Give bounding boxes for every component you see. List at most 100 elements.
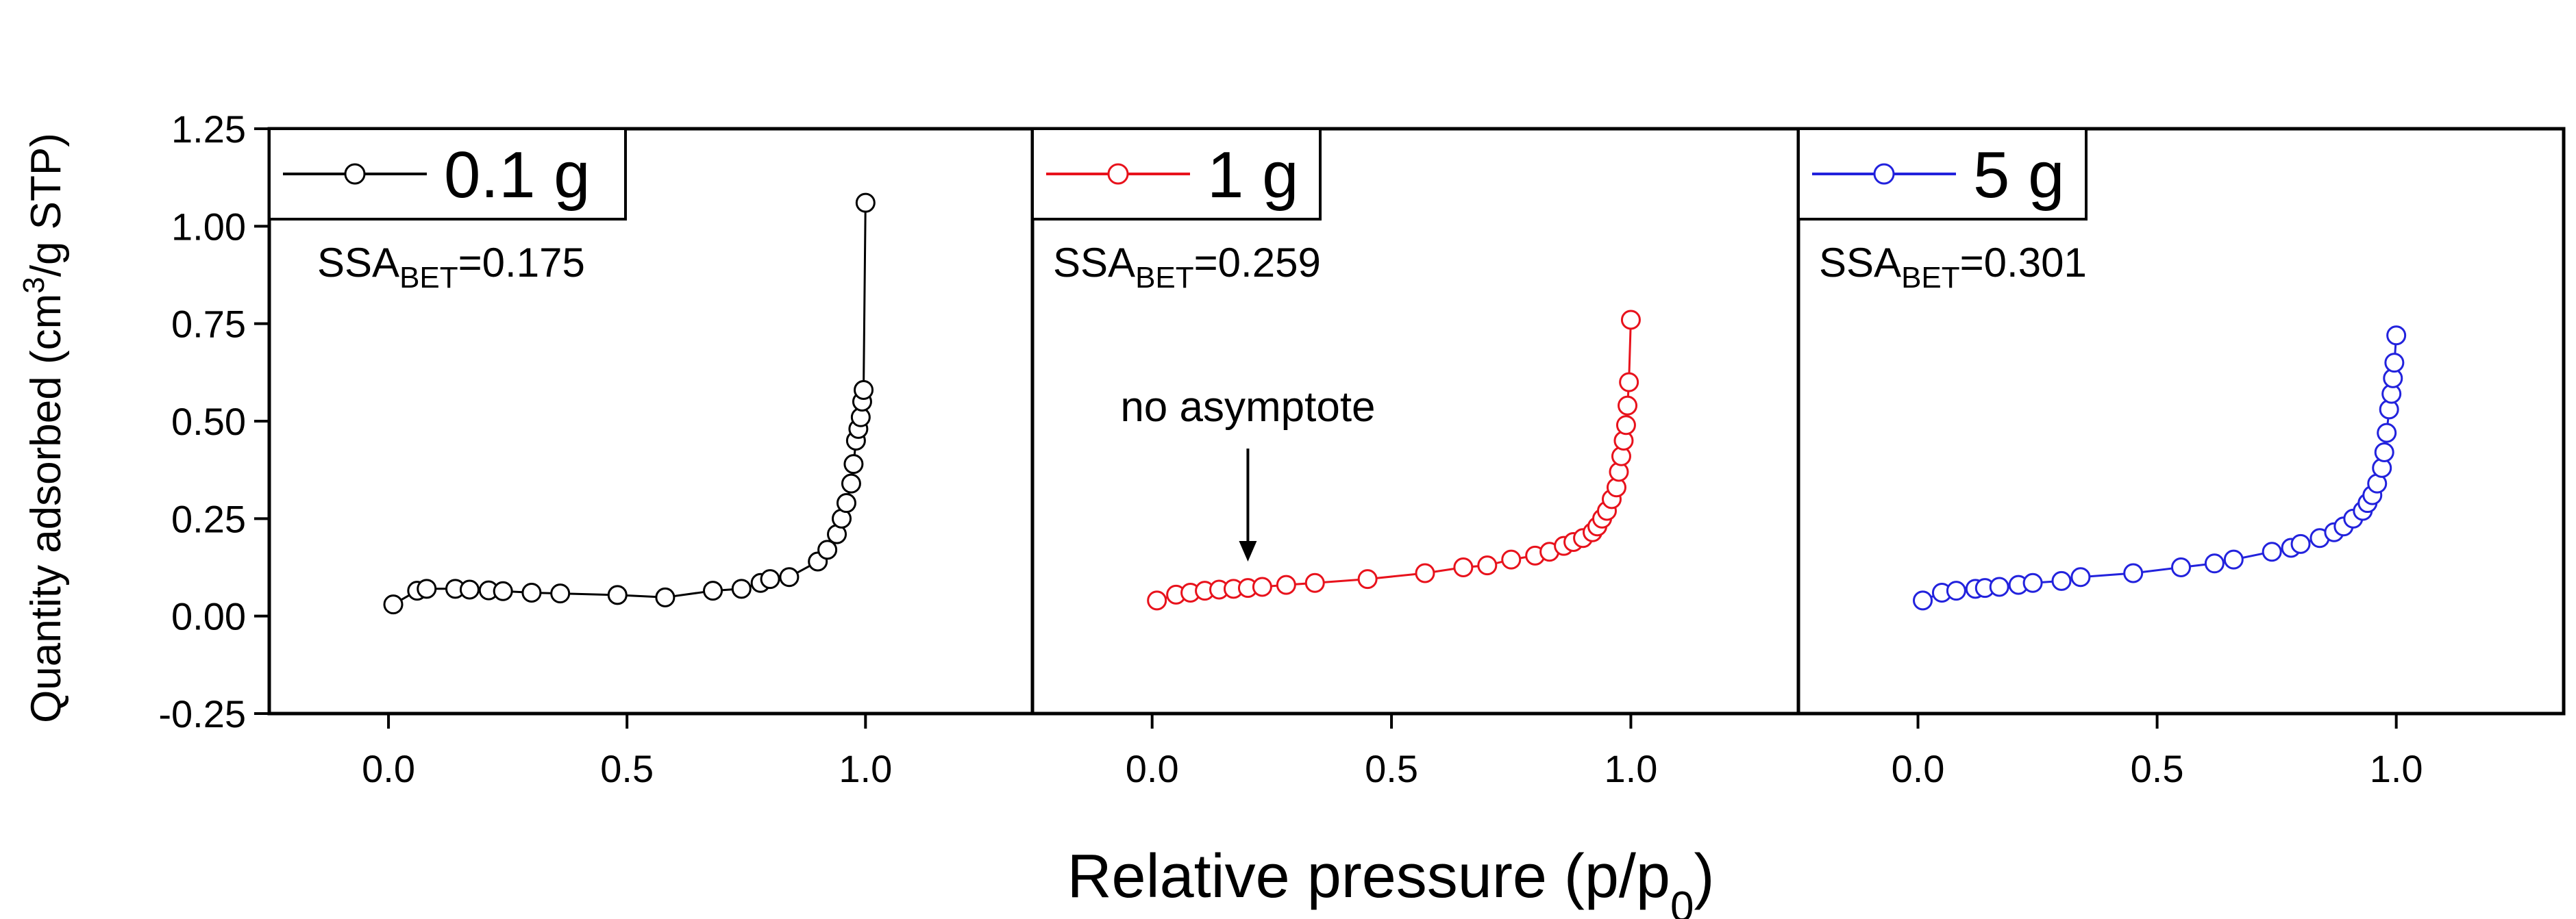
x-tick-label: 0.5	[1365, 747, 1418, 790]
data-point	[1147, 590, 1167, 611]
data-point	[2123, 563, 2144, 583]
data-point	[1619, 372, 1639, 392]
data-point	[2386, 325, 2407, 346]
data-point	[2204, 553, 2225, 574]
legend: 5 g	[1797, 127, 2088, 221]
data-point	[607, 585, 628, 605]
series-line	[1156, 319, 1632, 602]
legend-marker-sample	[344, 163, 366, 185]
data-point	[841, 473, 861, 494]
data-point	[1453, 557, 1474, 577]
legend-marker-sample	[1873, 163, 1895, 185]
data-point	[2377, 423, 2397, 443]
legend-label: 0.1 g	[444, 138, 591, 212]
y-axis: -0.25 0.00 0.25 0.50 0.75 1.00 1.25	[158, 108, 269, 735]
x-tick-label: 0.0	[1126, 747, 1179, 790]
data-point	[760, 569, 780, 590]
legend-label: 5 g	[1973, 138, 2064, 212]
panel-frame	[1796, 127, 2566, 716]
data-point	[843, 454, 864, 475]
x-axis-title-subscript: 0	[1670, 883, 1694, 919]
x-axis-title-text: Relative pressure (p/p	[1067, 842, 1670, 911]
data-point	[459, 579, 480, 600]
data-point	[1276, 575, 1296, 595]
data-point	[521, 583, 542, 603]
data-point	[1989, 577, 2009, 597]
data-point	[2384, 353, 2405, 373]
y-tick-label: -0.25	[158, 692, 246, 735]
legend-label: 1 g	[1207, 138, 1298, 212]
y-tick-label: 0.25	[171, 497, 246, 540]
y-tick-label: 0.75	[171, 303, 246, 346]
x-tick-label: 1.0	[839, 747, 892, 790]
data-point	[855, 192, 876, 213]
ssa-bet-value: =0.175	[458, 240, 585, 286]
data-point	[1913, 590, 1933, 611]
y-tick-label: 0.50	[171, 400, 246, 443]
data-point	[1415, 563, 1435, 583]
ssa-bet-subscript: BET	[1901, 261, 1960, 294]
ssa-bet-label: SSABET=0.259	[1053, 240, 1321, 294]
data-point	[550, 583, 571, 604]
annotation-arrow-head	[1239, 540, 1257, 562]
legend: 1 g	[1031, 127, 1322, 221]
data-point	[2022, 572, 2043, 593]
data-point	[1946, 581, 1966, 601]
ssa-bet-subscript: BET	[1135, 261, 1194, 294]
data-point	[2070, 567, 2091, 588]
data-point	[817, 540, 838, 560]
x-tick-label: 0.5	[2131, 747, 2184, 790]
data-point	[493, 581, 513, 601]
y-tick-label: 1.25	[171, 108, 246, 151]
x-tick-label: 0.0	[362, 747, 415, 790]
y-axis-title-superscript: 3	[17, 277, 51, 293]
x-axis-title-close: )	[1694, 842, 1714, 911]
data-point	[1252, 577, 1272, 597]
data-point	[854, 379, 874, 400]
data-point	[1357, 569, 1378, 590]
series-line	[1922, 335, 2398, 602]
y-axis-title: Quantity adsorbed (cm3/g STP)	[17, 133, 71, 723]
y-tick-label: 0.00	[171, 595, 246, 638]
data-point	[1477, 555, 1498, 576]
panel-5g: 0.0 0.5 1.0 5 g SSABET=0.301	[1796, 127, 2566, 790]
data-point	[703, 581, 723, 601]
x-tick-label: 0.0	[1892, 747, 1945, 790]
panel-1g: 0.0 0.5 1.0 1 g SSABET=0.259 no asymptote	[1030, 127, 1800, 790]
panel-0_1g: 0.0 0.5 1.0 0.1 g SSABET=0.175	[267, 127, 1035, 790]
data-point	[1501, 549, 1522, 570]
ssa-bet-value: =0.301	[1960, 240, 2087, 286]
data-point	[383, 594, 404, 615]
x-tick-label: 0.5	[600, 747, 654, 790]
data-point	[2223, 549, 2244, 570]
ssa-bet-label: SSABET=0.301	[1819, 240, 2087, 294]
ssa-bet-name: SSA	[317, 240, 399, 286]
data-point	[417, 579, 437, 599]
x-axis-title: Relative pressure (p/p0)	[1067, 842, 1715, 919]
ssa-bet-label: SSABET=0.175	[317, 240, 585, 294]
x-tick-label: 1.0	[1605, 747, 1658, 790]
ssa-bet-subscript: BET	[399, 261, 458, 294]
data-point	[1304, 572, 1325, 593]
ssa-bet-name: SSA	[1053, 240, 1135, 286]
ssa-bet-name: SSA	[1819, 240, 1901, 286]
data-point	[2290, 533, 2311, 554]
data-point	[836, 493, 856, 514]
data-point	[731, 579, 752, 599]
legend-marker-sample	[1107, 163, 1129, 185]
y-axis-title-text: Quantity adsorbed (cm	[23, 294, 70, 723]
data-point	[2171, 557, 2191, 577]
y-axis-title-end: /g STP)	[23, 133, 70, 277]
data-point	[655, 587, 676, 607]
x-tick-label: 1.0	[2370, 747, 2423, 790]
data-point	[2051, 570, 2072, 591]
legend: 0.1 g	[268, 127, 627, 221]
annotation-text: no asymptote	[1120, 383, 1375, 431]
y-tick-label: 1.00	[171, 205, 246, 248]
ssa-bet-value: =0.259	[1194, 240, 1321, 286]
data-point	[779, 567, 800, 588]
data-point	[1615, 415, 1636, 436]
data-point	[2374, 442, 2394, 463]
